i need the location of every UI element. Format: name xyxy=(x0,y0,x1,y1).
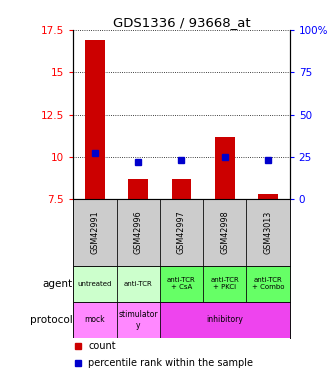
Text: GSM42997: GSM42997 xyxy=(177,210,186,254)
Text: anti-TCR
+ PKCi: anti-TCR + PKCi xyxy=(210,277,239,290)
Text: agent: agent xyxy=(42,279,72,289)
Text: anti-TCR
+ Combo: anti-TCR + Combo xyxy=(252,277,284,290)
Text: untreated: untreated xyxy=(78,280,112,286)
Bar xyxy=(160,199,203,266)
Bar xyxy=(73,302,117,338)
Bar xyxy=(117,302,160,338)
Text: GSM42991: GSM42991 xyxy=(90,210,100,254)
Text: GSM42996: GSM42996 xyxy=(134,210,143,254)
Bar xyxy=(215,136,234,199)
Bar xyxy=(73,266,117,302)
Bar xyxy=(246,266,290,302)
Bar xyxy=(160,302,290,338)
Text: mock: mock xyxy=(85,315,105,324)
Bar xyxy=(117,199,160,266)
Text: stimulator
y: stimulator y xyxy=(119,310,158,330)
Bar xyxy=(85,40,105,199)
Text: inhibitory: inhibitory xyxy=(206,315,243,324)
Text: protocol: protocol xyxy=(30,315,72,325)
Text: GSM43013: GSM43013 xyxy=(263,211,273,254)
Title: GDS1336 / 93668_at: GDS1336 / 93668_at xyxy=(113,16,250,29)
Text: percentile rank within the sample: percentile rank within the sample xyxy=(89,358,253,368)
Text: anti-TCR
+ CsA: anti-TCR + CsA xyxy=(167,277,196,290)
Text: GSM42998: GSM42998 xyxy=(220,210,229,254)
Bar xyxy=(203,199,246,266)
Bar xyxy=(203,266,246,302)
Bar xyxy=(172,179,191,199)
Bar xyxy=(246,199,290,266)
Bar xyxy=(160,266,203,302)
Bar xyxy=(129,179,148,199)
Bar xyxy=(73,199,117,266)
Bar xyxy=(258,194,278,199)
Bar xyxy=(117,266,160,302)
Text: anti-TCR: anti-TCR xyxy=(124,280,153,286)
Text: count: count xyxy=(89,341,116,351)
